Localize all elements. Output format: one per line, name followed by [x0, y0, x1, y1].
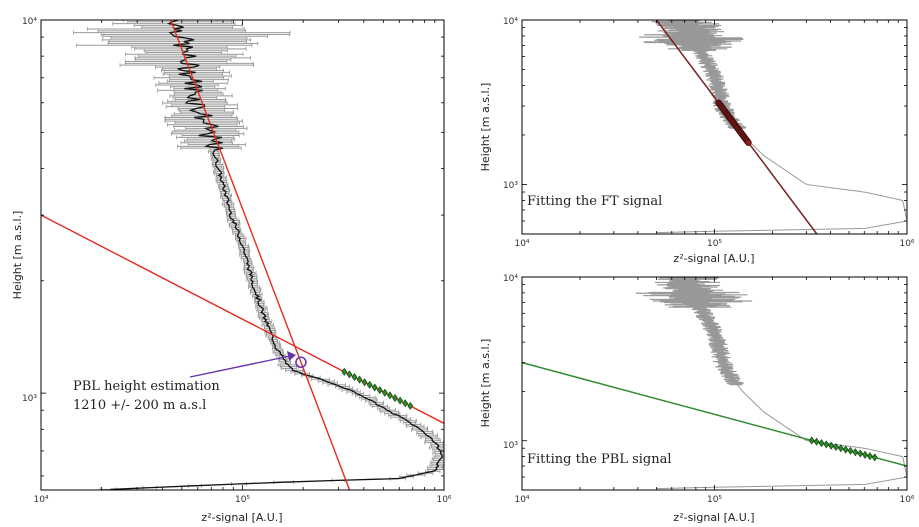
x-axis-label: z²-signal [A.U.] [673, 252, 754, 265]
fit-point [387, 391, 393, 400]
annotation-arrowhead [287, 351, 296, 361]
fit-points [808, 436, 878, 462]
fit-point [818, 439, 825, 448]
fit-point [382, 388, 388, 397]
fit-point [852, 448, 859, 457]
pbl-fit-line [41, 214, 444, 424]
ticks-bottom-right [521, 277, 907, 491]
fit-point [392, 393, 398, 403]
annotation-arrow [189, 355, 291, 378]
fit-point [823, 440, 830, 449]
x-tick-label: 10⁴ [33, 495, 48, 505]
fit-points [341, 367, 414, 410]
x-tick-label: 10⁴ [514, 495, 529, 505]
x-tick-label: 10⁵ [235, 495, 250, 505]
fit-point [376, 386, 383, 395]
fit-point [346, 370, 353, 379]
fit-point [813, 437, 820, 446]
signal-noise-band [635, 277, 753, 386]
fit-point [867, 452, 873, 461]
x-axis-label: z²-signal [A.U.] [673, 511, 754, 524]
fit-point [371, 383, 378, 392]
y-tick-label: 10⁴ [503, 274, 518, 284]
x-axis-label: z²-signal [A.U.] [201, 511, 282, 524]
ticks-top-right [521, 20, 907, 235]
fit-point [351, 373, 358, 382]
annotation-title: Fitting the PBL signal [527, 452, 672, 467]
signal-profile-line [110, 20, 444, 490]
fit-point [857, 449, 864, 458]
x-tick-label: 10⁴ [514, 239, 529, 249]
x-tick-label: 10⁵ [707, 239, 722, 249]
fit-point [356, 375, 363, 384]
fit-point [402, 399, 409, 408]
fit-point [745, 139, 752, 146]
annotation-value: 1210 +/- 200 m a.s.l [73, 398, 206, 413]
fit-point [361, 378, 368, 387]
plot-area-left [41, 20, 444, 490]
fit-point [366, 380, 373, 389]
annotation-title: PBL height estimation [73, 379, 220, 394]
fit-point [847, 446, 854, 455]
fit-points [715, 99, 752, 146]
fit-point [808, 436, 815, 445]
pbl-height-marker [295, 356, 307, 368]
fit-point [862, 450, 868, 459]
fit-point [871, 453, 878, 462]
signal-noise-band [639, 20, 747, 129]
ticks-left [40, 20, 444, 490]
x-tick-label: 10⁵ [707, 495, 722, 505]
x-tick-label: 10⁶ [899, 239, 914, 249]
fit-point [833, 442, 839, 452]
x-tick-label: 10⁶ [899, 495, 914, 505]
chart-top-right: 10⁴ 10⁵ 10⁶ 10³ 10⁴ z²-signal [A.U.] Hei… [479, 17, 915, 265]
fit-point [842, 445, 849, 454]
fit-point [341, 367, 348, 376]
y-tick-label: 10³ [503, 181, 518, 191]
fit-point [837, 444, 844, 453]
plot-area-top-right [639, 20, 907, 234]
y-tick-label: 10³ [22, 394, 37, 404]
chart-left: 10⁴ 10⁵ 10⁶ 10³ 10⁴ z²-signal [A.U.] Hei… [11, 17, 452, 524]
fit-point [397, 396, 403, 405]
fit-point [407, 401, 414, 410]
y-tick-label: 10⁴ [503, 17, 518, 27]
y-axis-label: Height [m a.s.l.] [11, 211, 24, 300]
y-tick-label: 10⁴ [22, 17, 37, 27]
chart-bottom-right: 10⁴ 10⁵ 10⁶ 10³ 10⁴ z²-signal [A.U.] Hei… [479, 274, 915, 524]
error-bars [73, 20, 444, 490]
y-axis-label: Height [m a.s.l.] [479, 83, 492, 172]
x-tick-label: 10⁶ [436, 495, 451, 505]
ft-fit-line [170, 20, 351, 490]
y-axis-label: Height [m a.s.l.] [479, 339, 492, 428]
annotation-title: Fitting the FT signal [527, 194, 662, 209]
y-tick-label: 10³ [503, 441, 518, 451]
signal-profile-line [656, 20, 907, 234]
fit-point [828, 441, 834, 450]
plot-area-bottom-right [522, 277, 907, 490]
